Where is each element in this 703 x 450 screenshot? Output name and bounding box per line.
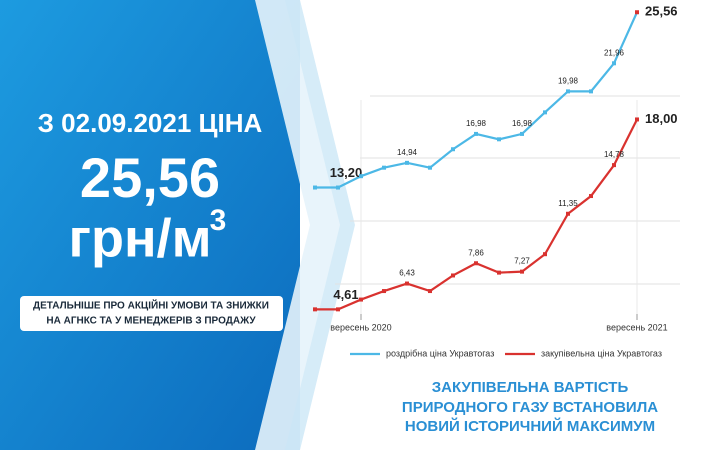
note-line: НА АГНКС ТА У МЕНЕДЖЕРІВ З ПРОДАЖУ [46,316,256,327]
data-label: 16,98 [466,119,487,128]
footer-line: НОВИЙ ІСТОРИЧНИЙ МАКСИМУМ [405,417,655,435]
point [589,194,593,199]
grid [335,95,680,285]
point [474,261,478,266]
left-panel [0,0,300,450]
point [451,273,455,278]
point [428,289,432,294]
note-box [20,296,283,331]
data-label: 19,98 [558,76,579,85]
point [566,89,570,94]
footer-line: ЗАКУПІВЕЛЬНА ВАРТІСТЬ [432,379,629,396]
point [382,165,386,170]
footer-line: ПРИРОДНОГО ГАЗУ ВСТАНОВИЛА [402,399,658,416]
point [313,185,317,190]
point [497,137,501,142]
legend-label: закупівельна ціна Укравтогаз [541,348,662,358]
data-label: 14,78 [604,150,625,159]
point [336,185,340,190]
chevron [300,0,395,450]
data-label: 21,96 [604,48,625,57]
point [543,252,547,257]
point [635,117,639,122]
point [612,61,616,66]
point [382,289,386,294]
data-label: 16,98 [512,119,533,128]
data-label: 7,27 [514,257,530,266]
point [313,307,317,312]
point [405,281,409,286]
point [520,131,524,136]
point [405,160,409,165]
point [359,297,363,302]
unit-power: 3 [210,204,227,237]
point [566,211,570,216]
point [543,110,547,115]
point [589,89,593,94]
data-label: 14,94 [397,148,418,157]
data-label: 7,86 [468,248,484,257]
data-label: 18,00 [645,111,678,126]
data-label: 4,61 [333,287,358,302]
x-tick-label: вересень 2021 [606,322,667,332]
legend-label: роздрібна ціна Укравтогаз [386,348,494,358]
point [428,165,432,170]
point [520,269,524,274]
point [497,270,501,275]
x-tick-label: вересень 2020 [330,322,391,332]
point [612,163,616,168]
data-label: 11,35 [558,199,578,208]
date-line: З 02.09.2021 ЦІНА [38,108,263,138]
point [635,10,639,15]
data-label: 13,20 [330,165,363,180]
unit: грн/м [68,208,211,268]
note-line: ДЕТАЛЬНІШЕ ПРО АКЦІЙНІ УМОВИ ТА ЗНИЖКИ [33,299,269,312]
data-label: 6,43 [399,269,415,278]
data-label: 25,56 [645,4,678,19]
price: 25,56 [80,146,220,209]
point [359,174,363,179]
chevron [255,0,355,450]
point [451,147,455,152]
point [336,307,340,312]
point [474,131,478,136]
